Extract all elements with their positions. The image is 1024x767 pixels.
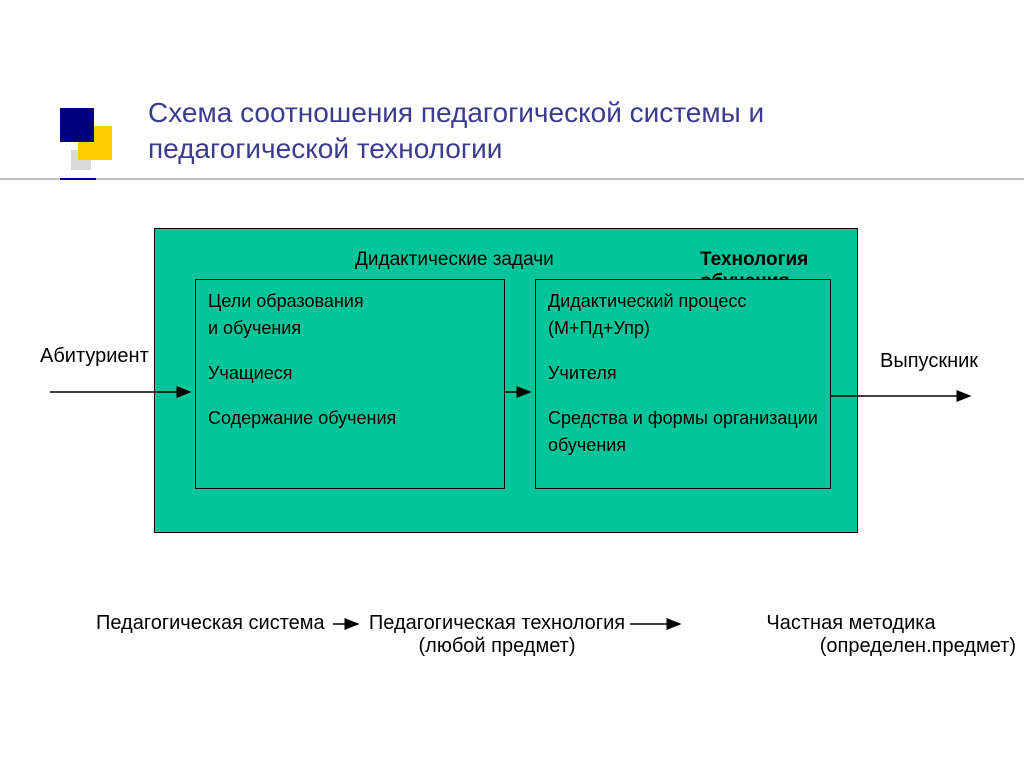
bottom-item-3: Частная методика (определен.предмет) [686,612,1016,658]
bottom-item-3-l1: Частная методика [766,612,935,634]
bottom-item-2-l1: Педагогическая технология [369,612,625,634]
bottom-item-2-l2: (любой предмет) [419,635,576,657]
decor-sq-navy [60,108,94,142]
bottom-item-1-l1: Педагогическая система [96,612,325,634]
bottom-item-3-l2: (определен.предмет) [686,635,1016,658]
bottom-item-1: Педагогическая система [96,612,325,635]
bottom-item-2: Педагогическая технология (любой предмет… [362,612,632,658]
